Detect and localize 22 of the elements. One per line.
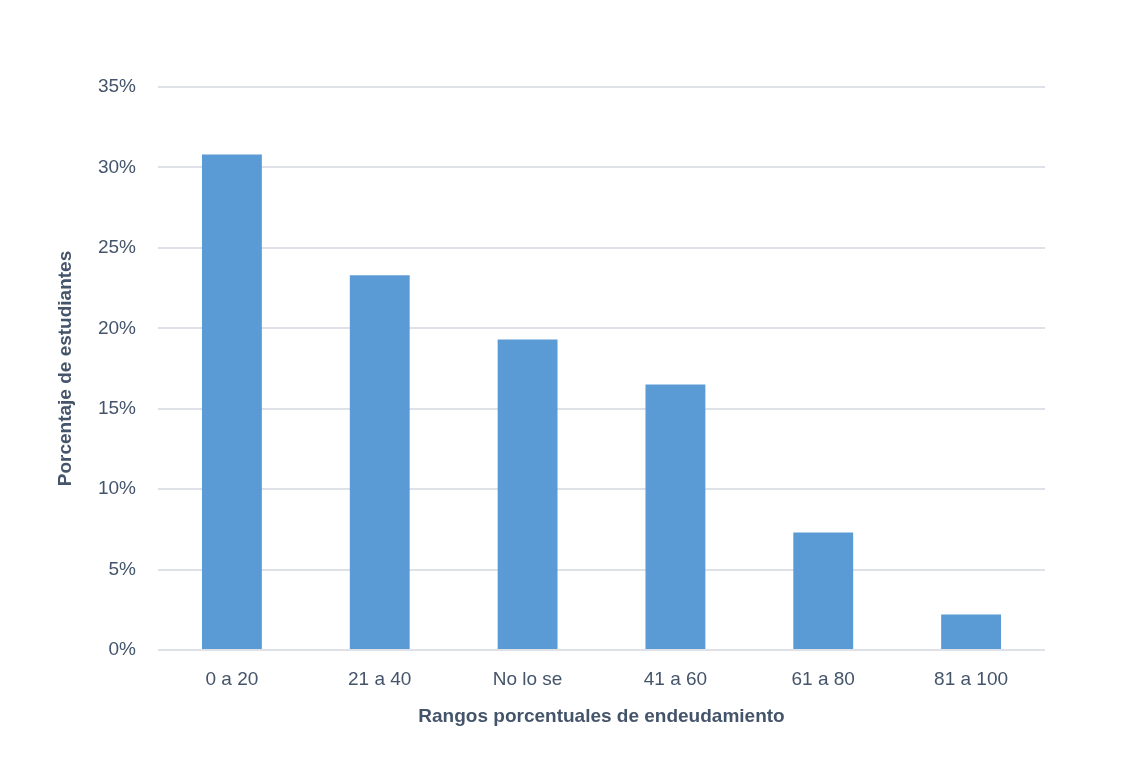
y-tick-label: 25% (97, 236, 137, 258)
y-tick-label: 5% (108, 557, 137, 579)
bar (645, 384, 706, 649)
bar (793, 532, 854, 649)
bar (201, 154, 262, 649)
x-tick-label: 0 a 20 (205, 667, 259, 689)
x-tick-label: 61 a 80 (791, 667, 855, 689)
y-axis-title: Porcentaje de estudiantes (53, 250, 75, 487)
x-tick-label: No lo se (492, 667, 563, 689)
bar (497, 339, 558, 649)
x-axis-title: Rangos porcentuales de endeudamiento (418, 704, 785, 726)
x-tick-label: 41 a 60 (643, 667, 708, 689)
bar (941, 614, 1002, 649)
x-tick-label: 81 a 100 (934, 667, 1009, 689)
y-tick-label: 10% (97, 477, 137, 499)
y-tick-label: 0% (108, 638, 137, 660)
x-tick-label: 21 a 40 (348, 667, 412, 689)
y-tick-label: 20% (97, 316, 137, 338)
y-tick-label: 30% (97, 155, 137, 177)
y-tick-label: 15% (97, 396, 137, 418)
y-tick-label: 35% (97, 75, 137, 97)
bar (349, 275, 410, 649)
